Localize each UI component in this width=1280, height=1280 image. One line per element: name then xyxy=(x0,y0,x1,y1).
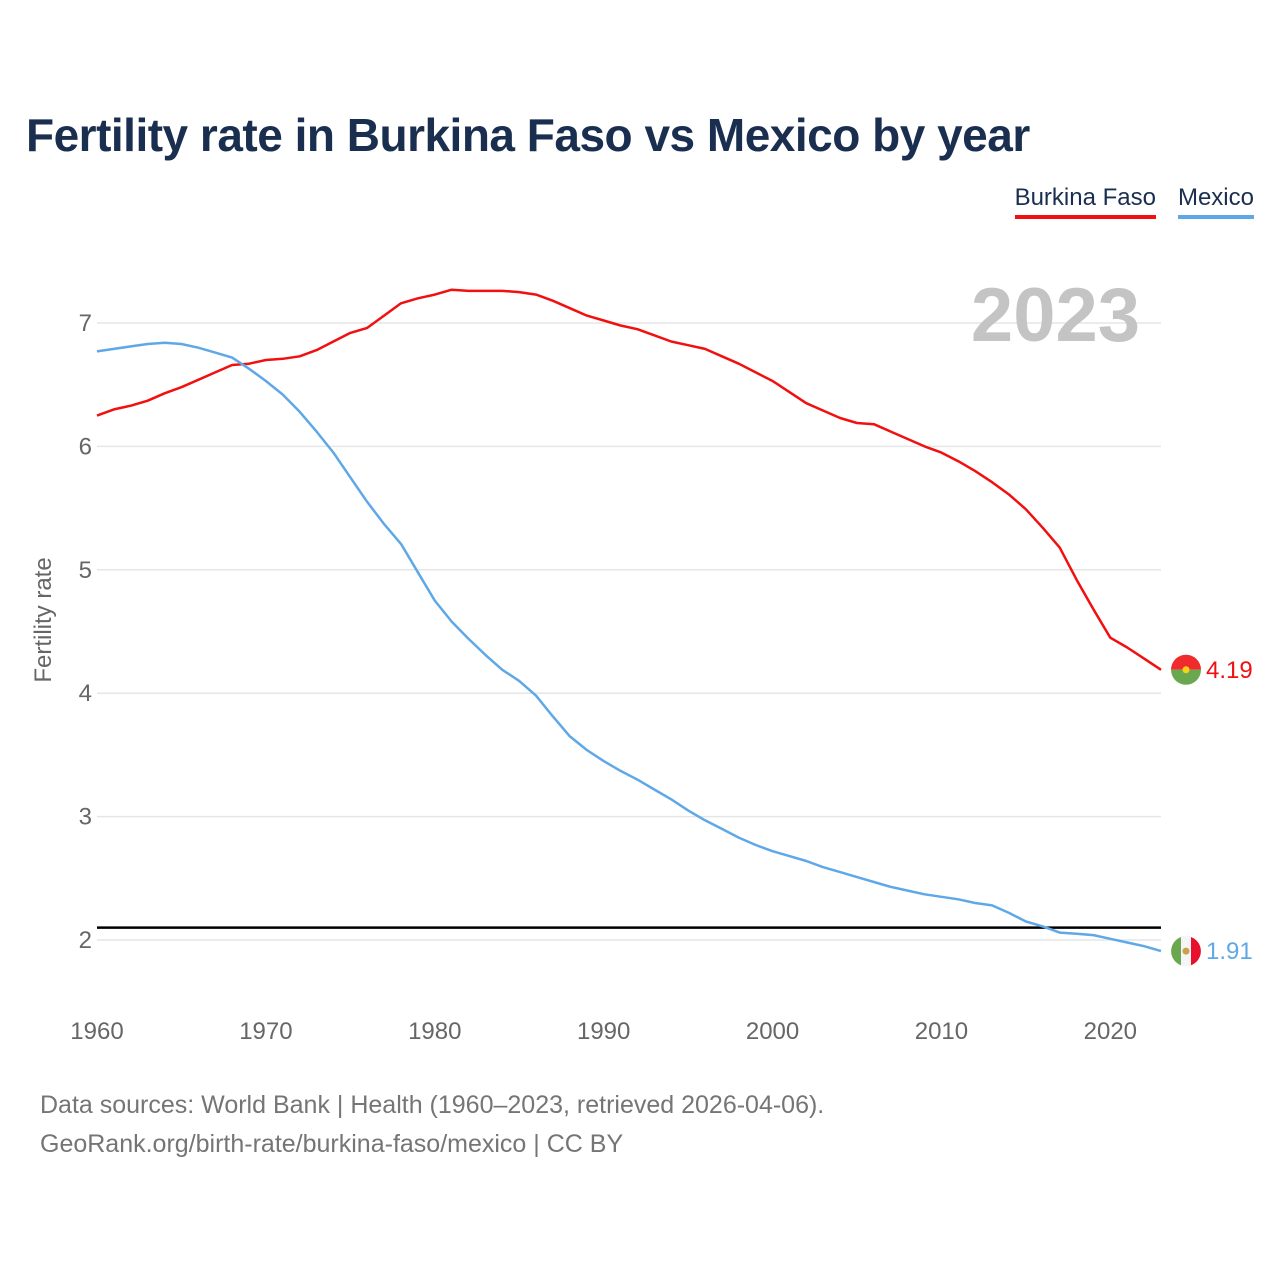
attribution-link[interactable]: GeoRank.org/birth-rate/burkina-faso/mexi… xyxy=(40,1130,624,1158)
y-tick-label: 6 xyxy=(79,433,92,460)
y-tick-label: 4 xyxy=(79,680,92,707)
y-axis-label: Fertility rate xyxy=(30,557,57,682)
x-tick-label: 1990 xyxy=(577,1018,630,1045)
x-tick-label: 2020 xyxy=(1084,1018,1137,1045)
series-line-mexico[interactable] xyxy=(96,341,1162,953)
y-tick-label: 7 xyxy=(79,310,92,337)
footer: Data sources: World Bank | Health (1960–… xyxy=(40,1086,824,1164)
chart-title: Fertility rate in Burkina Faso vs Mexico… xyxy=(26,109,1030,161)
x-tick-label: 1970 xyxy=(239,1018,292,1045)
grid-lines xyxy=(97,322,1161,941)
year-watermark: 2023 xyxy=(971,273,1140,358)
legend-item-burkina-faso[interactable]: Burkina Faso xyxy=(1014,184,1156,219)
flag-icon-burkina-faso xyxy=(1171,654,1201,685)
series-line-burkina-faso[interactable] xyxy=(96,288,1162,671)
y-tick-label: 2 xyxy=(79,927,92,954)
end-value-label-burkina-faso: 4.19 xyxy=(1206,657,1253,684)
x-tick-label: 1960 xyxy=(70,1018,123,1045)
x-axis-ticks: 1960 1970 1980 1990 2000 2010 2020 xyxy=(70,1018,1137,1045)
line-chart: 2 3 4 5 6 7 1960 1970 1980 1990 2000 2010 2020 2023… xyxy=(30,273,1253,1045)
y-tick-label: 3 xyxy=(79,804,92,831)
flag-icon-mexico xyxy=(1171,936,1201,967)
data-source-note: Data sources: World Bank | Health (1960–… xyxy=(40,1091,825,1119)
x-tick-label: 2000 xyxy=(746,1018,799,1045)
end-value-label-mexico: 1.91 xyxy=(1206,938,1253,965)
y-axis-ticks: 2 3 4 5 6 7 xyxy=(79,310,92,954)
legend-item-mexico[interactable]: Mexico xyxy=(1177,184,1254,219)
x-tick-label: 2010 xyxy=(915,1018,968,1045)
x-tick-label: 1980 xyxy=(408,1018,461,1045)
y-tick-label: 5 xyxy=(79,557,92,584)
legend: Burkina Faso Mexico xyxy=(1014,184,1254,219)
